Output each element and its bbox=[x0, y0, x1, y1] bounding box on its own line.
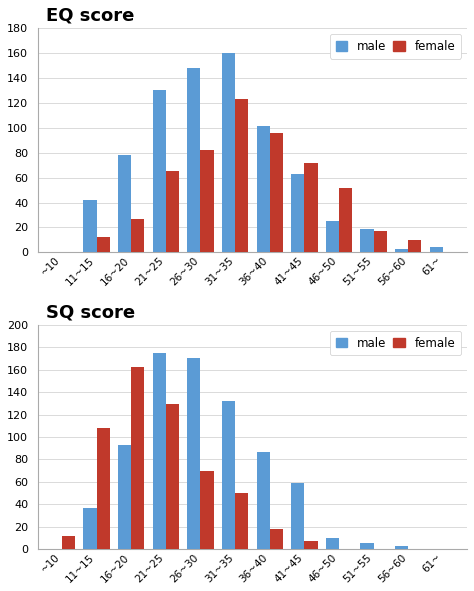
Bar bbox=[291, 483, 304, 549]
Bar bbox=[395, 249, 408, 252]
Bar bbox=[97, 428, 110, 549]
Bar bbox=[256, 126, 270, 252]
Bar bbox=[131, 219, 145, 252]
Bar bbox=[97, 238, 110, 252]
Bar bbox=[201, 150, 214, 252]
Bar bbox=[360, 543, 374, 549]
Bar bbox=[187, 68, 201, 252]
Bar bbox=[166, 404, 179, 549]
Bar bbox=[187, 359, 201, 549]
Bar bbox=[153, 90, 166, 252]
Bar bbox=[222, 401, 235, 549]
Bar bbox=[374, 231, 387, 252]
Bar bbox=[118, 155, 131, 252]
Bar bbox=[153, 353, 166, 549]
Bar bbox=[62, 536, 75, 549]
Text: EQ score: EQ score bbox=[46, 7, 135, 25]
Bar bbox=[235, 493, 248, 549]
Bar bbox=[360, 229, 374, 252]
Bar bbox=[291, 174, 304, 252]
Bar bbox=[429, 248, 443, 252]
Bar bbox=[83, 200, 97, 252]
Bar bbox=[222, 53, 235, 252]
Bar bbox=[201, 470, 214, 549]
Bar bbox=[339, 187, 352, 252]
Bar bbox=[166, 171, 179, 252]
Legend: male, female: male, female bbox=[329, 331, 461, 355]
Bar bbox=[256, 452, 270, 549]
Bar bbox=[395, 546, 408, 549]
Bar bbox=[304, 163, 318, 252]
Bar bbox=[270, 132, 283, 252]
Bar bbox=[131, 368, 145, 549]
Bar bbox=[408, 240, 421, 252]
Bar bbox=[326, 538, 339, 549]
Bar bbox=[270, 529, 283, 549]
Bar bbox=[235, 99, 248, 252]
Bar bbox=[118, 445, 131, 549]
Text: SQ score: SQ score bbox=[46, 304, 136, 322]
Bar bbox=[326, 221, 339, 252]
Bar bbox=[83, 508, 97, 549]
Legend: male, female: male, female bbox=[329, 34, 461, 59]
Bar bbox=[304, 541, 318, 549]
